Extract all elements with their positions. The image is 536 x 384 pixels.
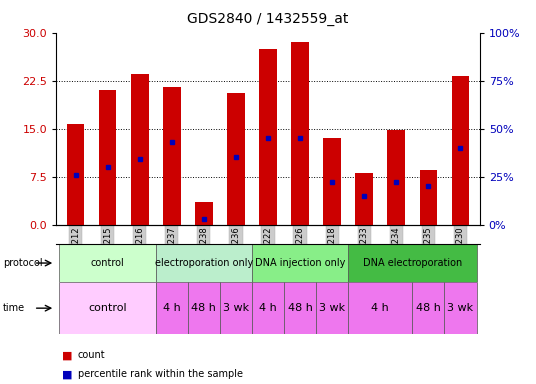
Text: 4 h: 4 h: [163, 303, 181, 313]
Bar: [156, 282, 188, 334]
Text: 3 wk: 3 wk: [223, 303, 249, 313]
Text: ■: ■: [62, 369, 72, 379]
Bar: [131, 74, 148, 225]
Bar: [259, 49, 277, 225]
Text: 3 wk: 3 wk: [448, 303, 473, 313]
Text: ■: ■: [62, 350, 72, 360]
Bar: [348, 282, 412, 334]
Text: percentile rank within the sample: percentile rank within the sample: [78, 369, 243, 379]
Bar: [412, 282, 444, 334]
Text: protocol: protocol: [3, 258, 42, 268]
Text: 48 h: 48 h: [416, 303, 441, 313]
Bar: [195, 202, 213, 225]
Bar: [420, 170, 437, 225]
Text: 3 wk: 3 wk: [319, 303, 345, 313]
Bar: [291, 42, 309, 225]
Bar: [323, 138, 341, 225]
Bar: [252, 244, 348, 282]
Text: GDS2840 / 1432559_at: GDS2840 / 1432559_at: [187, 12, 349, 25]
Text: control: control: [91, 258, 124, 268]
Text: count: count: [78, 350, 106, 360]
Bar: [388, 130, 405, 225]
Bar: [355, 174, 373, 225]
Bar: [316, 282, 348, 334]
Bar: [66, 124, 84, 225]
Bar: [452, 76, 470, 225]
Bar: [188, 282, 220, 334]
Bar: [156, 244, 252, 282]
Text: 4 h: 4 h: [371, 303, 389, 313]
Text: 48 h: 48 h: [191, 303, 217, 313]
Bar: [348, 244, 477, 282]
Text: time: time: [3, 303, 25, 313]
Text: electroporation only: electroporation only: [155, 258, 253, 268]
Text: 4 h: 4 h: [259, 303, 277, 313]
Bar: [252, 282, 284, 334]
Text: DNA injection only: DNA injection only: [255, 258, 345, 268]
Text: control: control: [88, 303, 127, 313]
Bar: [59, 282, 156, 334]
Text: DNA electroporation: DNA electroporation: [363, 258, 462, 268]
Text: 48 h: 48 h: [288, 303, 312, 313]
Bar: [284, 282, 316, 334]
Bar: [220, 282, 252, 334]
Bar: [227, 93, 245, 225]
Bar: [59, 244, 156, 282]
Bar: [444, 282, 477, 334]
Bar: [99, 90, 116, 225]
Bar: [163, 87, 181, 225]
